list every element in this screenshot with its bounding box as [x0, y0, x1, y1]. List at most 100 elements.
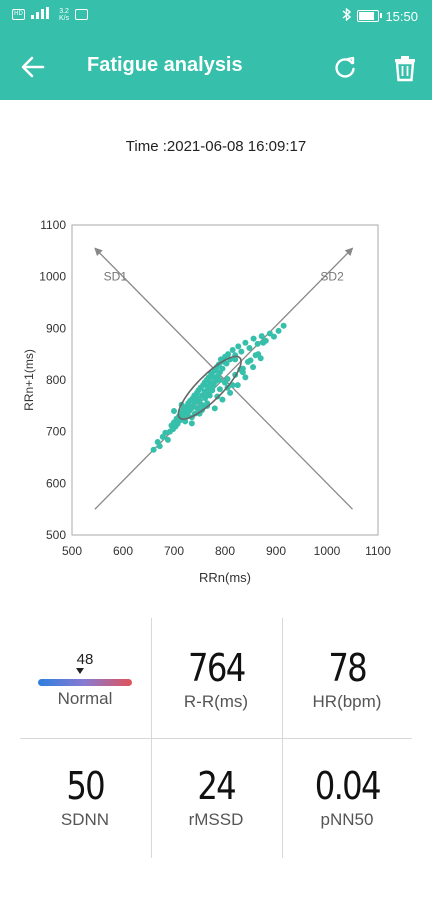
x-tick-label: 900	[266, 544, 286, 558]
status-right-group: 15:50	[342, 7, 418, 24]
scatter-point	[162, 429, 169, 436]
scatter-point	[242, 374, 249, 381]
pnn50-value: 0.04	[314, 764, 381, 808]
scatter-point	[254, 340, 261, 347]
rmssd-cell: 24 rMSSD	[151, 764, 281, 830]
y-tick-label: 1100	[40, 218, 66, 232]
y-tick-label: 500	[46, 528, 66, 542]
scatter-point	[246, 344, 253, 351]
network-speed: 3.2 K/s	[59, 8, 69, 22]
sd2-axis-arrow	[94, 247, 354, 510]
scatter-point	[280, 322, 287, 329]
scatter-point	[164, 436, 171, 443]
page-title: Fatigue analysis	[87, 54, 243, 76]
scatter-point	[250, 364, 257, 371]
scatter-point	[206, 392, 213, 399]
sd-ellipse	[177, 355, 242, 420]
scatter-point	[216, 377, 223, 383]
network-speed-value: 3.2	[59, 7, 69, 15]
fatigue-gauge-value: 48	[76, 651, 94, 668]
rmssd-label: rMSSD	[188, 810, 244, 829]
y-tick-label: 600	[46, 476, 66, 490]
status-clock: 15:50	[385, 8, 418, 24]
scatter-point	[183, 405, 190, 412]
scatter-point	[225, 351, 232, 358]
x-tick-label: 600	[113, 544, 133, 558]
notification-icon	[75, 9, 89, 20]
scatter-point	[229, 347, 236, 354]
sd2-label: SD2	[320, 270, 344, 284]
bluetooth-icon	[342, 7, 352, 24]
sdnn-value: 50	[66, 764, 105, 808]
scatter-point	[150, 446, 157, 453]
sdnn-cell: 50 SDNN	[20, 764, 150, 830]
scatter-point	[227, 389, 234, 396]
scatter-point	[209, 382, 216, 389]
rr-interval-value: 764	[187, 646, 246, 690]
scatter-point	[201, 388, 208, 395]
scatter-point	[252, 352, 259, 359]
scatter-point	[275, 327, 282, 334]
fatigue-gauge-marker	[76, 668, 85, 674]
scatter-point	[239, 369, 246, 376]
signal-icon	[31, 7, 53, 22]
sim-icon: HD	[12, 9, 25, 20]
heart-rate-value: 78	[328, 646, 367, 690]
scatter-point	[242, 339, 249, 346]
scatter-point	[216, 386, 223, 393]
scatter-point	[193, 395, 200, 402]
heart-rate-label: HR(bpm)	[312, 692, 382, 711]
scatter-point	[232, 356, 239, 363]
sd1-label: SD1	[104, 270, 128, 284]
y-tick-label: 800	[46, 373, 66, 387]
network-speed-unit: K/s	[59, 14, 70, 22]
status-left-group: HD 3.2 K/s	[12, 7, 89, 22]
pnn50-cell: 0.04 pNN50	[282, 764, 412, 830]
stats-grid: 764 R-R(ms) 78 HR(bpm) 50 SDNN 24 rMSSD …	[20, 618, 412, 858]
scatter-point	[206, 387, 213, 394]
delete-trash-icon[interactable]	[392, 54, 418, 82]
poincare-plot-svg: 500 600 700 800 900 1000 1100 500 600 700 800 900 10…	[22, 218, 391, 585]
scatter-point	[234, 382, 241, 389]
scatter-point	[257, 355, 264, 362]
scatter-point	[188, 420, 195, 427]
scatter-point	[214, 393, 221, 400]
rmssd-value: 24	[197, 764, 236, 808]
measurement-time: Time :2021-06-08 16:09:17	[125, 138, 307, 155]
y-tick-label: 900	[46, 321, 66, 335]
sdnn-label: SDNN	[60, 810, 110, 829]
y-axis-label: RRn+1(ms)	[22, 349, 36, 411]
refresh-icon[interactable]	[332, 55, 358, 81]
scatter-point	[219, 365, 226, 372]
heart-rate-cell: 78 HR(bpm)	[282, 646, 412, 712]
battery-fill	[359, 12, 374, 20]
battery-icon	[357, 10, 383, 22]
x-tick-label: 1000	[314, 544, 341, 558]
back-arrow-icon[interactable]	[18, 52, 48, 82]
y-tick-label: 1000	[39, 270, 66, 284]
scatter-point	[258, 333, 265, 340]
fatigue-gauge-bar	[38, 679, 132, 686]
divider-horizontal	[20, 738, 412, 739]
pnn50-label: pNN50	[320, 810, 374, 829]
poincare-chart: 500 600 700 800 900 1000 1100 500 600 700 800 900 10…	[0, 205, 432, 600]
scatter-point	[266, 330, 273, 337]
scatter-point	[250, 335, 257, 342]
x-axis-label: RRn(ms)	[199, 570, 251, 585]
scatter-point	[222, 379, 228, 386]
rr-interval-label: R-R(ms)	[183, 692, 249, 711]
scatter-point	[260, 339, 267, 346]
scatter-point	[209, 372, 216, 379]
scatter-point	[156, 443, 163, 450]
rr-interval-cell: 764 R-R(ms)	[151, 646, 281, 712]
scatter-point	[211, 405, 218, 412]
x-tick-label: 1100	[365, 544, 391, 558]
scatter-point	[244, 358, 251, 365]
x-tick-label: 500	[62, 544, 82, 558]
scatter-point	[219, 396, 226, 403]
app-bar: Fatigue analysis	[0, 34, 432, 100]
scatter-point	[270, 333, 277, 340]
fatigue-gauge-label: Normal	[57, 689, 113, 708]
x-tick-label: 700	[164, 544, 184, 558]
scatter-point	[235, 343, 242, 350]
